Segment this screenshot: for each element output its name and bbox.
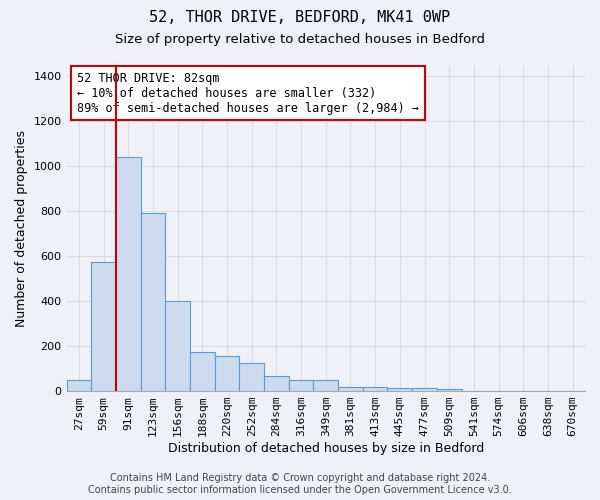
Bar xyxy=(363,386,388,391)
Bar xyxy=(116,157,140,391)
X-axis label: Distribution of detached houses by size in Bedford: Distribution of detached houses by size … xyxy=(167,442,484,455)
Text: 52 THOR DRIVE: 82sqm
← 10% of detached houses are smaller (332)
89% of semi-deta: 52 THOR DRIVE: 82sqm ← 10% of detached h… xyxy=(77,72,419,114)
Bar xyxy=(190,352,215,391)
Text: Contains HM Land Registry data © Crown copyright and database right 2024.
Contai: Contains HM Land Registry data © Crown c… xyxy=(88,474,512,495)
Bar xyxy=(289,380,313,391)
Bar xyxy=(239,363,264,391)
Bar xyxy=(264,376,289,391)
Bar xyxy=(165,301,190,391)
Bar xyxy=(338,386,363,391)
Bar xyxy=(388,388,412,391)
Bar xyxy=(412,388,437,391)
Bar xyxy=(67,380,91,391)
Bar xyxy=(437,389,461,391)
Text: Size of property relative to detached houses in Bedford: Size of property relative to detached ho… xyxy=(115,32,485,46)
Text: 52, THOR DRIVE, BEDFORD, MK41 0WP: 52, THOR DRIVE, BEDFORD, MK41 0WP xyxy=(149,10,451,25)
Bar xyxy=(313,380,338,391)
Y-axis label: Number of detached properties: Number of detached properties xyxy=(15,130,28,326)
Bar xyxy=(91,262,116,391)
Bar xyxy=(215,356,239,391)
Bar xyxy=(140,214,165,391)
